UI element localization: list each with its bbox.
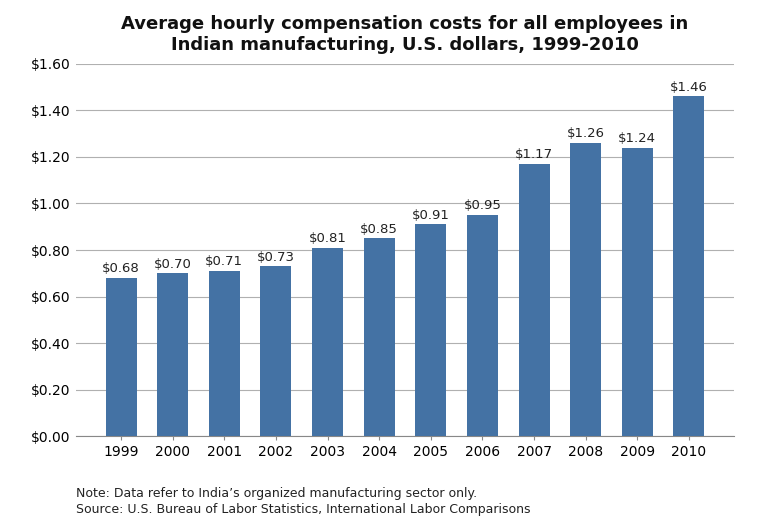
Bar: [312, 248, 343, 436]
Bar: [157, 273, 188, 436]
Bar: [570, 143, 601, 436]
Text: $0.71: $0.71: [205, 255, 243, 268]
Bar: [209, 271, 240, 436]
Text: $0.91: $0.91: [412, 209, 450, 222]
Text: $0.95: $0.95: [463, 200, 501, 212]
Text: $1.17: $1.17: [515, 148, 553, 161]
Text: $1.26: $1.26: [567, 127, 605, 140]
Text: Note: Data refer to India’s organized manufacturing sector only.: Note: Data refer to India’s organized ma…: [76, 487, 477, 500]
Text: $1.24: $1.24: [618, 132, 656, 145]
Text: $0.68: $0.68: [102, 262, 140, 275]
Bar: [621, 148, 653, 436]
Bar: [363, 238, 394, 436]
Text: Source: U.S. Bureau of Labor Statistics, International Labor Comparisons: Source: U.S. Bureau of Labor Statistics,…: [76, 503, 530, 516]
Title: Average hourly compensation costs for all employees in
Indian manufacturing, U.S: Average hourly compensation costs for al…: [121, 15, 689, 54]
Text: $0.70: $0.70: [154, 257, 192, 270]
Text: $0.73: $0.73: [257, 251, 295, 263]
Text: $0.81: $0.81: [309, 232, 347, 245]
Bar: [467, 215, 498, 436]
Text: $0.85: $0.85: [360, 222, 398, 236]
Bar: [519, 164, 550, 436]
Text: $1.46: $1.46: [670, 81, 708, 94]
Bar: [106, 278, 136, 436]
Bar: [674, 96, 704, 436]
Bar: [260, 267, 291, 436]
Bar: [416, 225, 447, 436]
